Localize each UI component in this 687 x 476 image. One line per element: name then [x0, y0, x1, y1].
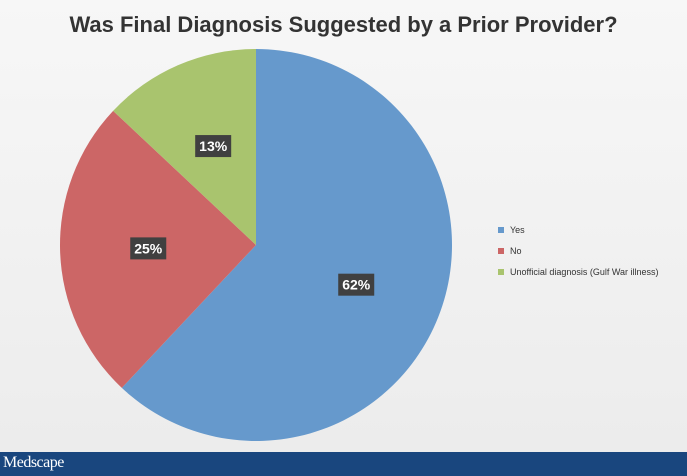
pie-chart: 62% 25% 13% — [59, 49, 453, 441]
pie-slice-unofficial — [113, 49, 256, 245]
legend-swatch-no — [498, 247, 504, 254]
data-label-bg-yes — [338, 273, 375, 296]
data-label-text-no: 25% — [134, 240, 163, 256]
legend-swatch-unofficial — [498, 268, 504, 275]
data-label-bg-no — [130, 237, 167, 260]
legend-item-no: No — [498, 240, 659, 261]
chart-area: Was Final Diagnosis Suggested by a Prior… — [0, 0, 687, 452]
data-label-yes: 62% — [338, 273, 375, 296]
data-label-no: 25% — [130, 237, 167, 260]
data-label-text-unofficial: 13% — [199, 138, 228, 154]
data-label-unofficial: 13% — [195, 135, 232, 158]
legend-label-yes: Yes — [510, 224, 525, 235]
legend-swatch-yes — [498, 226, 504, 233]
data-label-bg-unofficial — [195, 135, 232, 158]
footer-bar: Medscape — [0, 452, 687, 476]
legend-item-yes: Yes — [498, 219, 659, 240]
data-label-text-yes: 62% — [342, 277, 371, 293]
legend: Yes No Unofficial diagnosis (Gulf War il… — [498, 219, 659, 282]
legend-label-no: No — [510, 245, 522, 256]
chart-title: Was Final Diagnosis Suggested by a Prior… — [69, 12, 618, 37]
medscape-logo: Medscape — [3, 454, 64, 471]
legend-label-unofficial: Unofficial diagnosis (Gulf War illness) — [510, 266, 659, 277]
legend-item-unofficial: Unofficial diagnosis (Gulf War illness) — [498, 261, 659, 282]
pie-slice-yes — [121, 49, 453, 441]
